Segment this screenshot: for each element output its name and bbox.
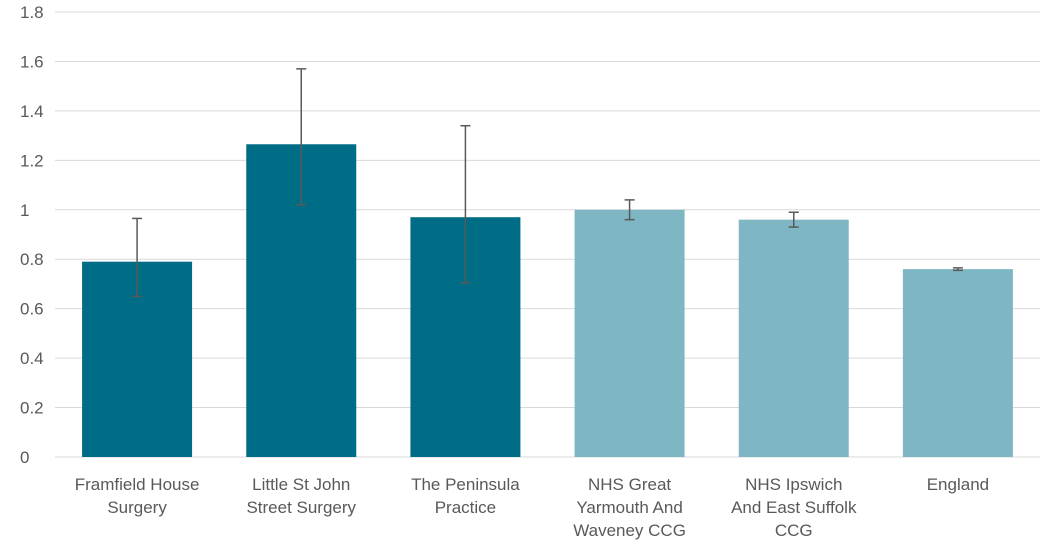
y-tick-label: 1.2 (20, 151, 44, 170)
x-category-label-line: Framfield House (75, 475, 200, 494)
x-category-label-line: Yarmouth And (576, 498, 682, 517)
x-category-label: Framfield House Surgery (75, 475, 200, 517)
x-category-label-line: CCG (775, 521, 813, 540)
x-category-label-line: Surgery (107, 498, 167, 517)
bar (574, 209, 685, 457)
x-category-label: Little St John Street Surgery (246, 475, 356, 517)
y-tick-label: 0 (20, 448, 29, 467)
x-category-label-line: Street Surgery (246, 498, 356, 517)
x-category-label: England (927, 475, 989, 494)
x-category-label-line: NHS Great (588, 475, 671, 494)
y-tick-label: 0.8 (20, 250, 44, 269)
x-category-label: NHS Great Yarmouth And Waveney CCG (573, 475, 686, 540)
y-tick-label: 1 (20, 201, 29, 220)
x-category-label-line: Little St John (252, 475, 350, 494)
error-bar (952, 267, 963, 272)
y-tick-label: 0.6 (20, 300, 44, 319)
x-category-label-line: And East Suffolk (731, 498, 857, 517)
error-bar (788, 211, 799, 228)
y-tick-label: 1.6 (20, 52, 44, 71)
x-category-label-line: Practice (435, 498, 496, 517)
x-category-label: NHS Ipswich And East Suffolk CCG (731, 475, 857, 540)
x-axis-category-labels: Framfield House Surgery Little St John Stre… (75, 475, 989, 540)
error-bar (296, 68, 307, 206)
y-axis-tick-labels: 0 0.2 0.4 0.6 0.8 1 1.2 1.4 1.6 1.8 (20, 3, 44, 467)
x-category-label-line: NHS Ipswich (745, 475, 842, 494)
x-category-label-line: England (927, 475, 989, 494)
y-tick-label: 1.4 (20, 102, 44, 121)
x-category-label: The Peninsula Practice (411, 475, 520, 517)
error-bar (624, 199, 635, 221)
bar (738, 219, 849, 457)
x-category-label-line: Waveney CCG (573, 521, 686, 540)
error-bar (460, 124, 471, 284)
bar (902, 269, 1013, 457)
y-tick-label: 0.4 (20, 349, 44, 368)
bars (82, 144, 1013, 457)
error-bars (132, 68, 963, 298)
y-tick-label: 1.8 (20, 3, 44, 22)
error-bar (132, 217, 143, 298)
y-tick-label: 0.2 (20, 399, 44, 418)
gridlines (55, 11, 1040, 458)
x-category-label-line: The Peninsula (411, 475, 520, 494)
